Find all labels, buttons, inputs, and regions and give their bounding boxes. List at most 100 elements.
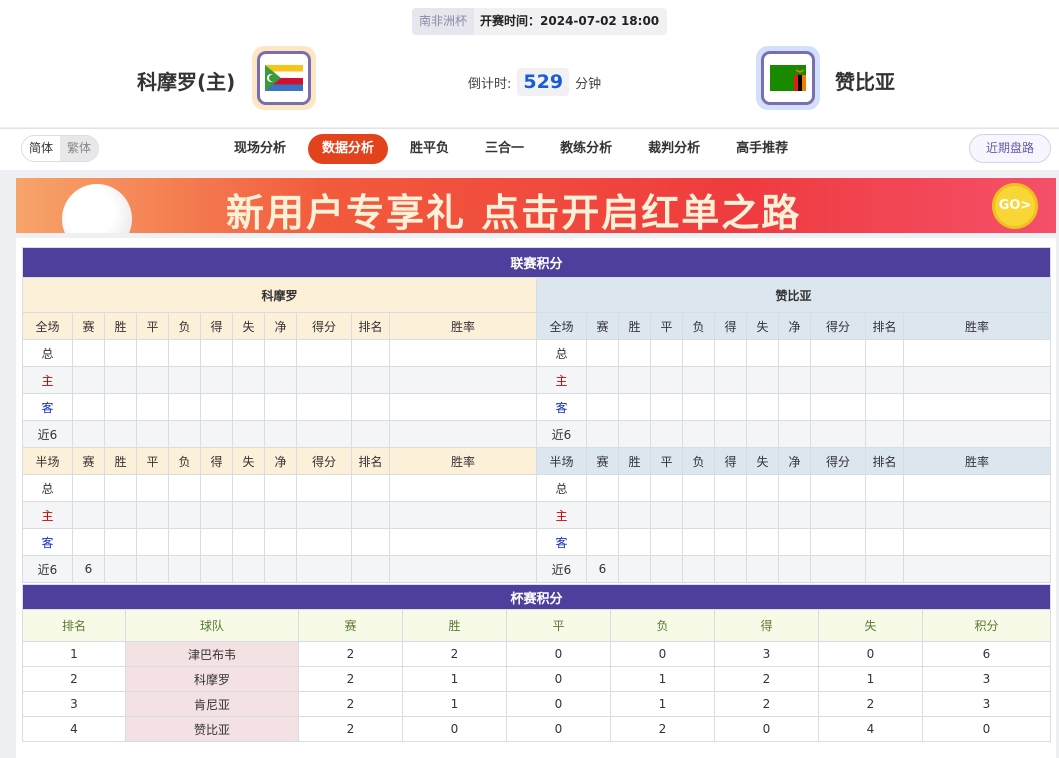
table-cell (902, 501, 1052, 529)
table-cell (351, 339, 390, 367)
table-cell (351, 555, 390, 583)
banner-text: 新用户专享礼 点击开启红单之路 (226, 191, 802, 233)
table-cell (296, 420, 352, 448)
team-cell[interactable]: 肯尼亚 (125, 691, 299, 717)
table-cell (104, 393, 137, 421)
traditional-button[interactable]: 繁体 (60, 136, 99, 161)
table-cell (618, 528, 651, 556)
table-cell: 2 (714, 691, 819, 717)
table-cell (389, 474, 537, 502)
table-cell (232, 528, 265, 556)
table-cell (200, 339, 233, 367)
column-header: 得分 (810, 447, 866, 475)
go-button[interactable]: GO> (992, 183, 1038, 229)
table-cell (72, 501, 105, 529)
table-cell (865, 528, 904, 556)
tab-4[interactable]: 教练分析 (560, 141, 613, 156)
table-cell: 1 (610, 666, 715, 692)
row-label: 总 (536, 339, 587, 367)
countdown-value: 529 (517, 68, 570, 96)
table-cell (714, 528, 747, 556)
table-cell (714, 366, 747, 394)
table-cell (389, 501, 537, 529)
table-cell (810, 528, 866, 556)
row-label: 主 (536, 501, 587, 529)
table-cell (389, 555, 537, 583)
home-flag[interactable] (252, 46, 316, 110)
table-cell: 2 (298, 666, 403, 692)
table-cell (232, 339, 265, 367)
table-cell (714, 501, 747, 529)
column-header: 胜率 (389, 312, 537, 340)
league-name[interactable]: 南非洲杯 (412, 8, 475, 35)
table-cell (902, 366, 1052, 394)
table-cell (232, 555, 265, 583)
team-cell[interactable]: 赞比亚 (125, 716, 299, 742)
table-row: 主主 (22, 366, 1052, 394)
table-row: 主主 (22, 501, 1052, 529)
away-flag[interactable] (756, 46, 820, 110)
column-header: 得分 (810, 312, 866, 340)
table-cell (650, 366, 683, 394)
team-cell[interactable]: 科摩罗 (125, 666, 299, 692)
column-header: 赛 (298, 609, 403, 642)
table-cell (650, 474, 683, 502)
away-team-name[interactable]: 赞比亚 (835, 70, 895, 94)
table-cell (682, 366, 715, 394)
table-cell (232, 501, 265, 529)
column-header: 半场 (536, 447, 587, 475)
table-cell (296, 393, 352, 421)
row-label: 客 (22, 393, 73, 421)
table-cell (810, 420, 866, 448)
row-label: 客 (536, 528, 587, 556)
column-header: 赛 (72, 447, 105, 475)
table-cell (264, 528, 297, 556)
tab-0[interactable]: 现场分析 (234, 141, 287, 156)
home-team-name[interactable]: 科摩罗(主) (137, 70, 236, 94)
table-cell (746, 501, 779, 529)
tab-3[interactable]: 三合一 (485, 141, 525, 156)
team-cell[interactable]: 津巴布韦 (125, 641, 299, 667)
table-cell (810, 555, 866, 583)
table-cell (232, 393, 265, 421)
column-header: 胜 (618, 447, 651, 475)
soccer-ball-icon (62, 184, 132, 233)
table-cell (104, 474, 137, 502)
column-header: 失 (232, 447, 265, 475)
tab-5[interactable]: 裁判分析 (648, 141, 701, 156)
table-cell (902, 393, 1052, 421)
table-cell: 0 (610, 641, 715, 667)
table-cell (72, 393, 105, 421)
table-cell (586, 420, 619, 448)
table-cell (104, 501, 137, 529)
table-cell (168, 474, 201, 502)
column-header: 平 (650, 447, 683, 475)
table-cell (902, 339, 1052, 367)
table-cell (296, 366, 352, 394)
table-cell (200, 555, 233, 583)
row-label: 近6 (536, 420, 587, 448)
promo-banner[interactable]: 新用户专享礼 点击开启红单之路 GO> (16, 178, 1056, 233)
table-cell: 2 (818, 691, 923, 717)
table-cell (650, 501, 683, 529)
table-cell: 1 (402, 666, 507, 692)
column-header: 全场 (536, 312, 587, 340)
table-cell (810, 366, 866, 394)
table-row: 2 科摩罗 2 1 0 1 2 1 3 (22, 666, 1051, 692)
tab-2[interactable]: 胜平负 (410, 141, 450, 156)
recent-odds-button[interactable]: 近期盘路 (969, 134, 1051, 163)
table-cell (586, 339, 619, 367)
table-cell: 1 (818, 666, 923, 692)
column-header: 排名 (22, 609, 126, 642)
table-cell (618, 393, 651, 421)
tab-1[interactable]: 数据分析 (308, 134, 389, 164)
table-cell (618, 339, 651, 367)
table-cell (650, 555, 683, 583)
table-cell (72, 339, 105, 367)
column-header: 净 (264, 312, 297, 340)
tab-6[interactable]: 高手推荐 (736, 141, 789, 156)
table-cell (200, 501, 233, 529)
row-label: 主 (22, 366, 73, 394)
table-cell (296, 339, 352, 367)
simplified-button[interactable]: 简体 (29, 141, 54, 155)
